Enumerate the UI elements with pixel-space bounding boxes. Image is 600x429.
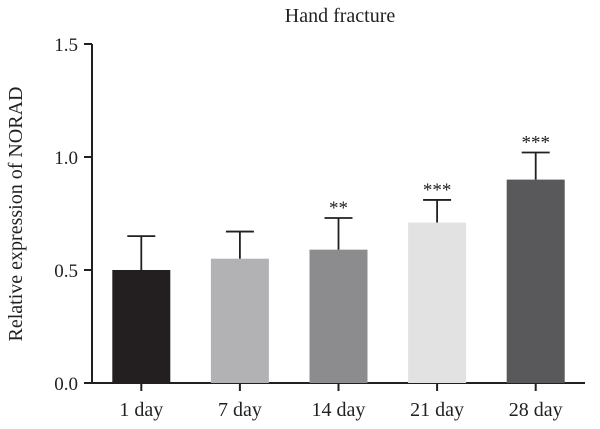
significance-label: **: [329, 198, 348, 219]
x-tick-labels-group: 1 day 7 day 14 day 21 day 28 day: [119, 399, 562, 421]
y-tick-label: 1.0: [54, 148, 78, 169]
significance-label: ***: [521, 132, 550, 153]
significance-labels-group: ********: [329, 132, 550, 219]
y-tick-label: 0.5: [54, 261, 78, 282]
bar-7-day: [210, 258, 269, 383]
chart-title: Hand fracture: [285, 5, 396, 27]
bar-1-day: [112, 270, 171, 383]
bar-21-day: [408, 222, 467, 383]
y-tick-label: 1.5: [54, 35, 78, 56]
x-tick-label: 28 day: [509, 399, 563, 421]
y-tick-labels-group: 0.0 0.5 1.0 1.5: [54, 35, 78, 395]
x-tick-label: 14 day: [312, 399, 366, 421]
bars-group: [112, 179, 565, 383]
bar-14-day: [309, 249, 368, 383]
y-tick-label: 0.0: [54, 374, 78, 395]
x-tick-label: 7 day: [218, 399, 262, 421]
y-axis-label: Relative expression of NORAD: [5, 87, 27, 342]
error-bars-group: [127, 151, 550, 270]
x-tick-label: 1 day: [119, 399, 163, 421]
bar-28-day: [506, 179, 565, 383]
x-tick-label: 21 day: [410, 399, 464, 421]
significance-label: ***: [423, 180, 452, 201]
